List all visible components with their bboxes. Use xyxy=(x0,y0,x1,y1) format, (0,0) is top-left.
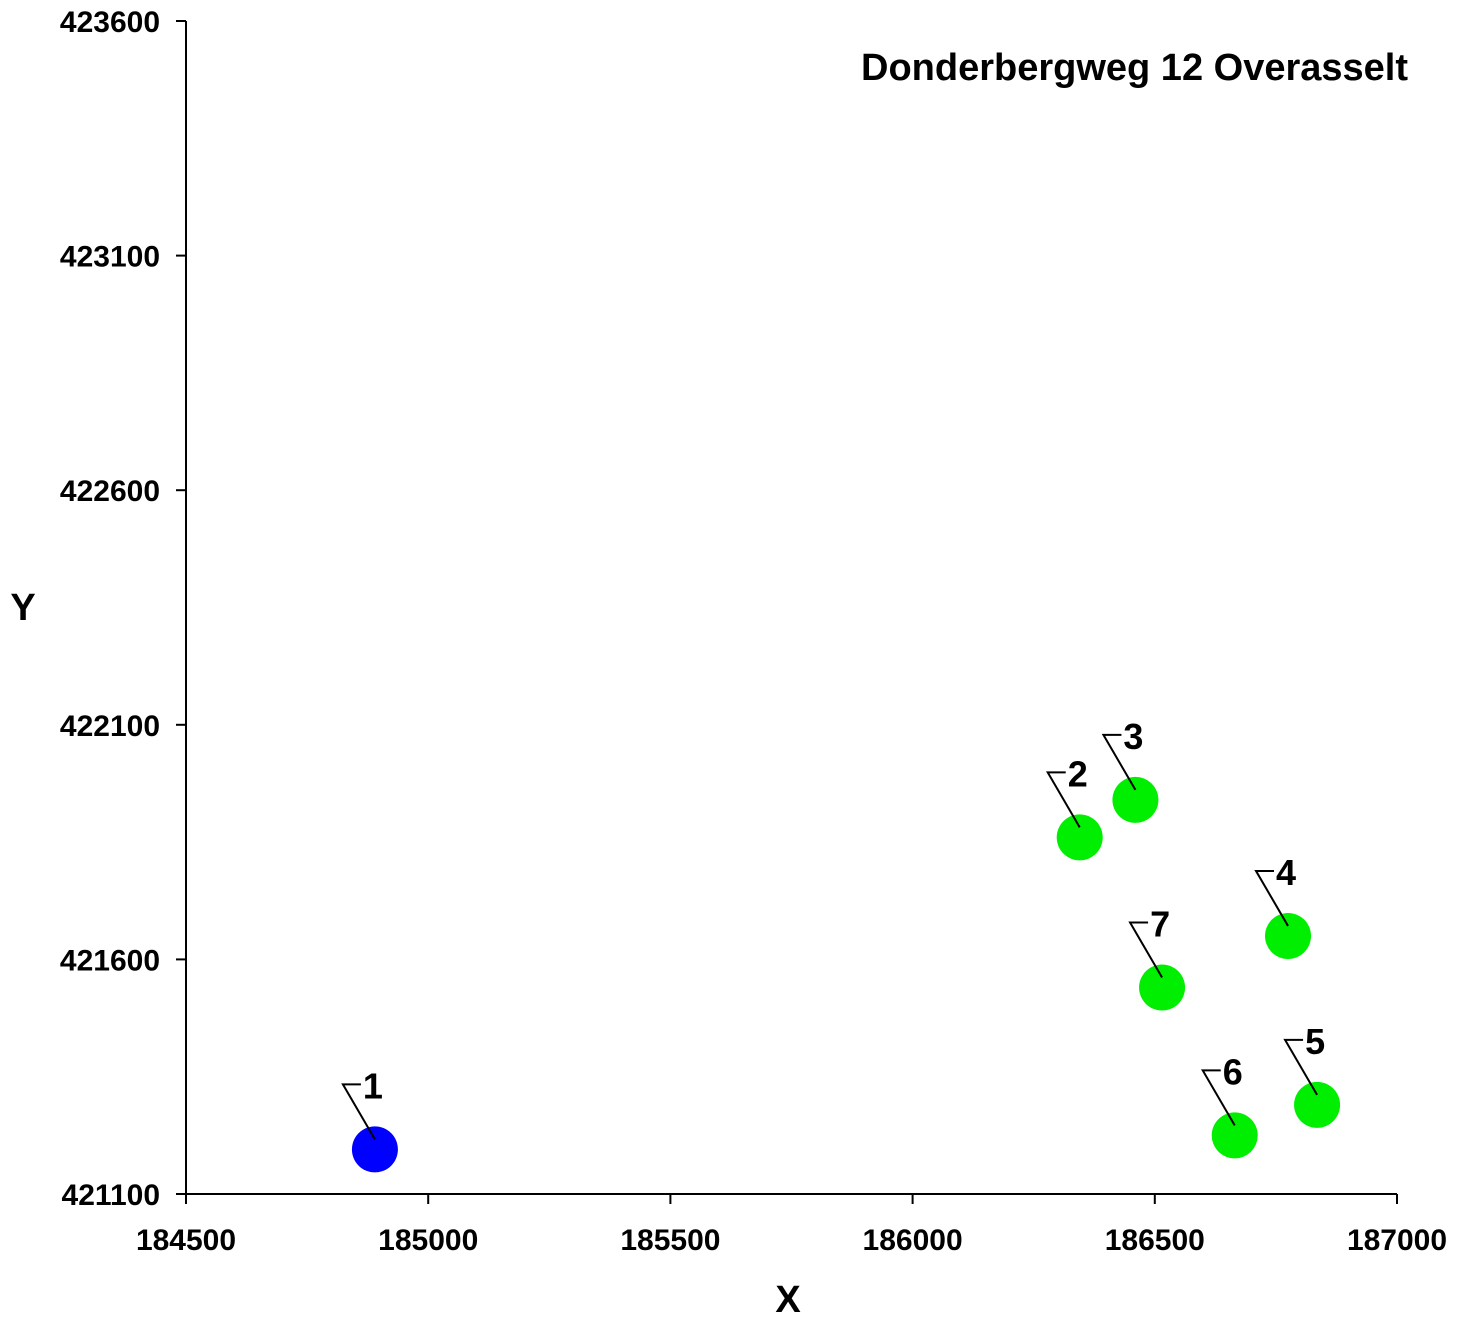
y-tick-label: 421100 xyxy=(62,1179,160,1212)
point-label-6: 6 xyxy=(1223,1051,1243,1092)
point-leader-line xyxy=(1254,869,1289,927)
x-tick-label: 186500 xyxy=(1105,1224,1205,1257)
x-tick-label: 186000 xyxy=(863,1224,963,1257)
data-point-1 xyxy=(351,1126,398,1173)
y-tick-label: 421600 xyxy=(60,944,160,977)
point-label-7: 7 xyxy=(1150,904,1170,945)
point-leader-line xyxy=(1128,921,1163,979)
point-leader-line xyxy=(1200,1069,1236,1126)
x-tick-label: 185500 xyxy=(620,1224,720,1257)
y-tick-label: 422600 xyxy=(60,475,160,508)
x-tick-label: 185000 xyxy=(378,1224,478,1257)
data-point-7 xyxy=(1139,964,1186,1011)
chart-title: Donderbergweg 12 Overasselt xyxy=(861,47,1408,89)
point-label-3: 3 xyxy=(1123,716,1143,757)
y-tick-label: 423600 xyxy=(60,6,160,39)
data-point-2 xyxy=(1056,814,1103,861)
x-tick-label: 187000 xyxy=(1347,1224,1447,1257)
data-point-3 xyxy=(1112,776,1159,823)
axis-ticks: 184500 185000 185500 186000 186500 187000 4211… xyxy=(60,6,1447,1257)
data-point-4 xyxy=(1265,912,1312,959)
y-tick-label: 422100 xyxy=(60,710,160,743)
point-leader-line xyxy=(1101,733,1137,791)
y-axis-title: Y xyxy=(10,587,35,629)
data-point-5 xyxy=(1294,1081,1341,1128)
point-label-2: 2 xyxy=(1068,753,1088,794)
data-point-6 xyxy=(1211,1112,1258,1159)
point-leader-line xyxy=(341,1083,376,1140)
point-leader-line xyxy=(1045,771,1081,828)
x-tick-label: 184500 xyxy=(136,1224,236,1257)
point-leader-line xyxy=(1283,1038,1318,1096)
point-label-4: 4 xyxy=(1276,852,1296,893)
y-tick-label: 423100 xyxy=(60,241,160,274)
point-label-1: 1 xyxy=(363,1065,383,1106)
x-axis-title: X xyxy=(775,1279,801,1319)
point-label-5: 5 xyxy=(1305,1021,1325,1062)
